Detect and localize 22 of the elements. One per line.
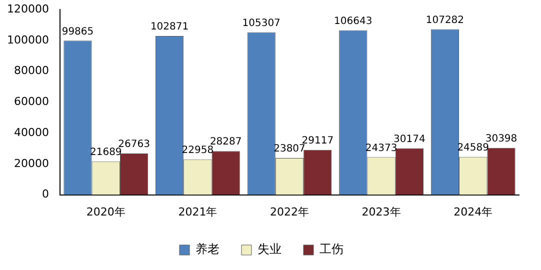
- legend-label: 失业: [258, 242, 282, 256]
- x-tick-label: 2024年: [454, 205, 493, 218]
- x-tick-label: 2021年: [178, 205, 218, 218]
- data-label: 106643: [334, 16, 372, 27]
- data-label: 107282: [426, 14, 464, 26]
- y-tick-label: 120000: [6, 2, 49, 16]
- legend-label: 养老: [196, 242, 220, 256]
- x-tick-label: 2022年: [270, 205, 309, 218]
- y-tick-label: 80000: [14, 64, 49, 78]
- x-tick-label: 2020年: [86, 205, 126, 218]
- y-tick-label: 20000: [14, 156, 49, 170]
- data-label: 99865: [62, 26, 94, 38]
- data-label: 105307: [242, 18, 280, 29]
- y-tick-label: 60000: [14, 95, 49, 108]
- x-tick-label: 2023年: [362, 205, 401, 218]
- legend-label: 工伤: [320, 242, 344, 256]
- y-tick-label: 0: [42, 188, 49, 201]
- data-label: 30398: [485, 133, 518, 144]
- data-label: 30174: [394, 134, 426, 145]
- y-tick-label: 40000: [14, 126, 49, 139]
- y-tick-label: 100000: [6, 33, 49, 46]
- data-label: 102871: [150, 22, 189, 33]
